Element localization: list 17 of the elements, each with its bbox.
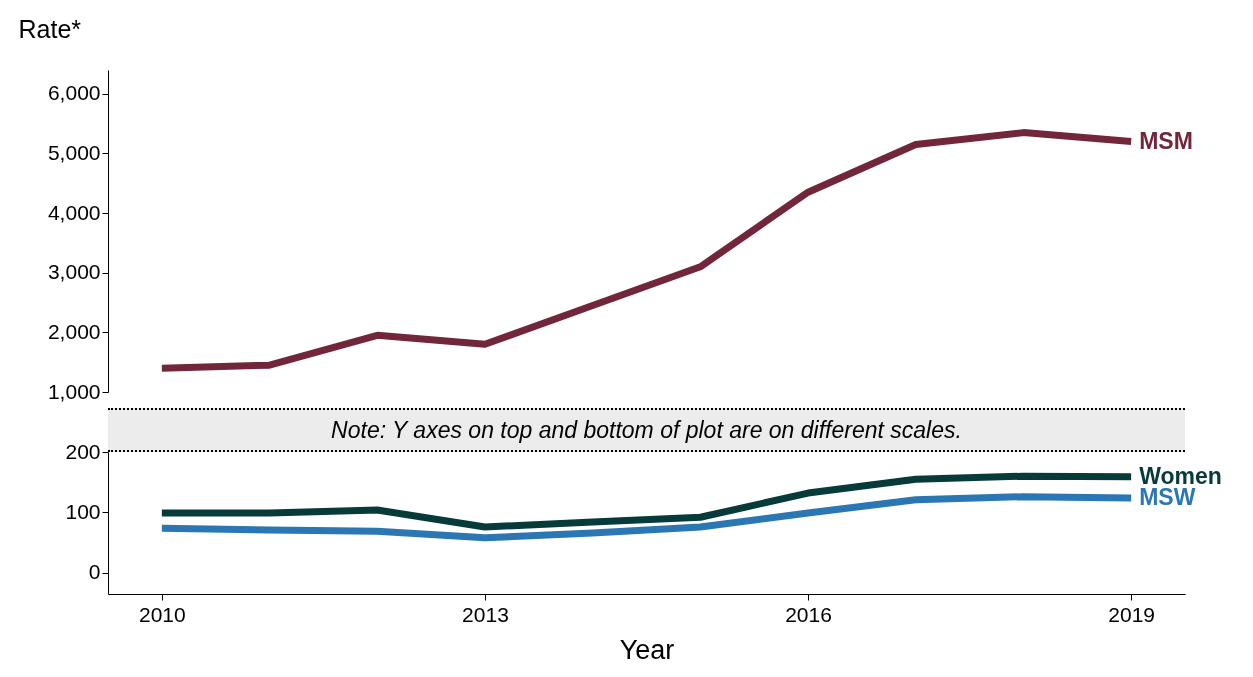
y-tick-label: 1,000 — [47, 379, 101, 403]
y-tick-label: 0 — [88, 560, 101, 584]
text: Note: Y axes on top and bottom of plot are on different scales. — [108, 408, 1185, 452]
y-tick-label: 200 — [65, 439, 101, 463]
series-label: MSM — [1139, 127, 1193, 154]
y-tick-label: 2,000 — [47, 319, 101, 343]
x-tick-label: 2016 — [785, 602, 832, 626]
x-axis-title: Year — [619, 634, 675, 665]
y-tick-label: 100 — [65, 499, 101, 523]
x-tick-label: 2019 — [1108, 602, 1156, 626]
y-tick-label: 4,000 — [47, 200, 101, 224]
y-tick-label: 6,000 — [47, 81, 101, 105]
x-tick-label: 2010 — [138, 602, 186, 626]
y-tick-label: 5,000 — [47, 140, 101, 164]
x-tick-label: 2013 — [462, 602, 509, 626]
y-tick-label: 3,000 — [47, 260, 101, 284]
y-axis-title: Rate* — [18, 14, 82, 43]
